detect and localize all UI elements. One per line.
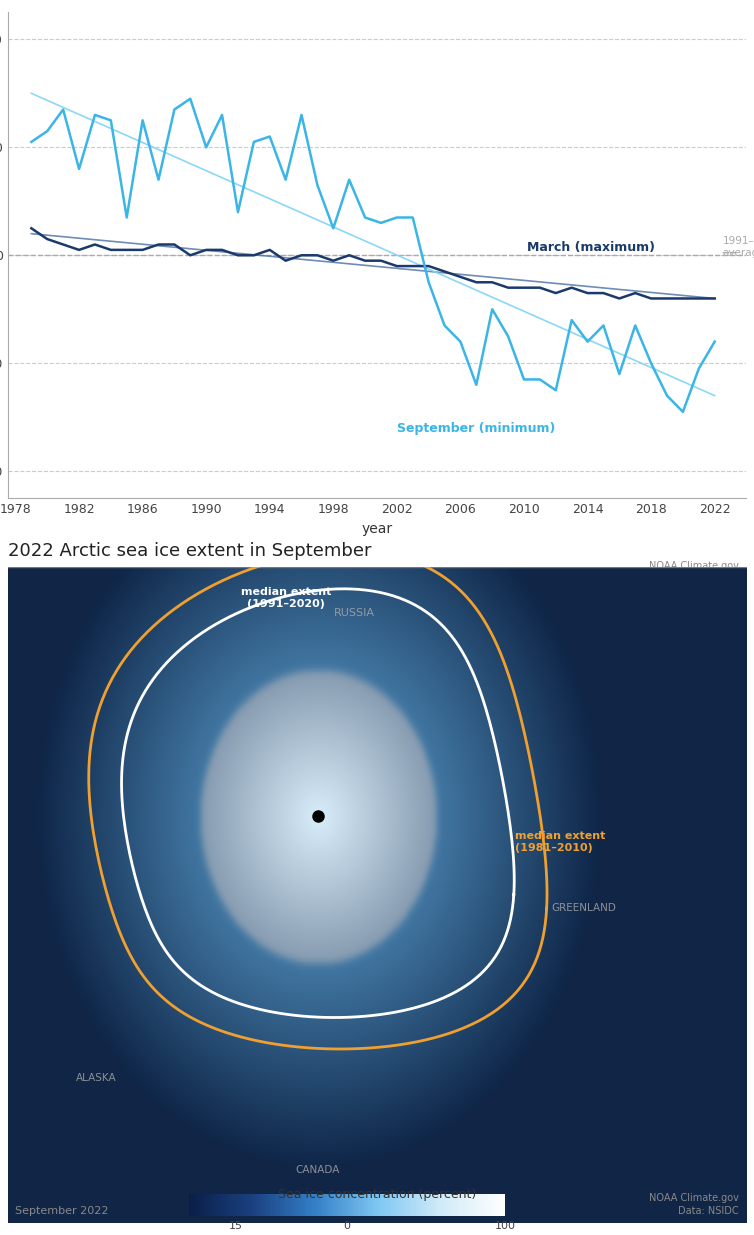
Text: ALASKA: ALASKA (76, 1073, 117, 1083)
Text: median extent
(1991–2020): median extent (1991–2020) (241, 588, 332, 609)
Text: September (minimum): September (minimum) (397, 421, 555, 435)
Text: CANADA: CANADA (296, 1165, 340, 1176)
Text: GREENLAND: GREENLAND (551, 903, 616, 913)
Text: March (maximum): March (maximum) (527, 241, 655, 253)
Text: 1991–2020
average: 1991–2020 average (722, 236, 754, 258)
Text: 2022 Arctic sea ice extent in September: 2022 Arctic sea ice extent in September (8, 542, 371, 559)
Text: Arctic sea ice decline, 1979-2022: Arctic sea ice decline, 1979-2022 (8, 0, 333, 2)
Text: NOAA Climate.gov
Data: ARC 2022: NOAA Climate.gov Data: ARC 2022 (649, 562, 739, 584)
Text: RUSSIA: RUSSIA (334, 608, 375, 618)
Text: September 2022: September 2022 (15, 1207, 109, 1216)
Text: NOAA Climate.gov
Data: NSIDC: NOAA Climate.gov Data: NSIDC (649, 1193, 739, 1216)
X-axis label: year: year (361, 521, 393, 536)
Text: Sea ice concentration (percent): Sea ice concentration (percent) (278, 1188, 476, 1200)
Text: median extent
(1981–2010): median extent (1981–2010) (515, 831, 605, 853)
